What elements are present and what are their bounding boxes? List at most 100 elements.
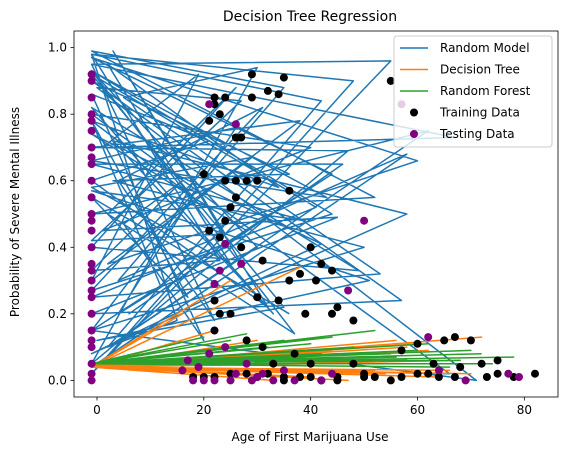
point-training-data [349,316,358,325]
legend-label-decision-tree: Decision Tree [440,63,520,77]
point-training-data [306,243,315,252]
point-training-data [210,326,219,335]
point-training-data [237,243,246,252]
point-training-data [424,369,433,378]
point-training-data [205,116,214,125]
point-training-data [434,373,443,381]
point-training-data [493,356,502,365]
point-testing-data [253,373,262,381]
legend: Random Model Decision Tree Random Forest Tr… [393,35,553,148]
point-testing-data [515,373,523,381]
point-training-data [226,309,235,318]
point-training-data [237,133,246,142]
y-tick-label: 0.0 [48,373,67,387]
point-testing-data [87,93,96,102]
point-training-data [413,339,422,348]
point-training-data [386,76,395,85]
point-training-data [279,73,288,82]
point-testing-data [87,243,96,252]
point-testing-data [87,326,96,335]
series-line-random-model [90,50,478,382]
point-testing-data [87,210,96,218]
point-training-data [493,369,502,378]
point-testing-data [87,143,96,152]
point-training-data [386,376,395,385]
point-training-data [215,110,224,119]
point-training-data [253,293,262,302]
point-testing-data [87,266,96,275]
y-tick-label: 0.8 [48,107,67,121]
point-testing-data [317,376,326,385]
point-testing-data [87,359,96,368]
point-testing-data [87,336,96,345]
point-training-data [370,373,379,381]
plot-area [87,50,539,385]
point-testing-data [87,153,96,162]
point-training-data [274,90,283,99]
point-training-data [242,369,251,378]
point-testing-data [87,286,96,295]
point-testing-data [87,259,96,268]
x-tick-label: 40 [303,403,318,417]
point-testing-data [87,116,96,125]
point-testing-data [231,369,240,378]
point-training-data [429,359,438,368]
point-training-data [328,309,336,318]
plot-frame [73,30,559,398]
point-training-data [279,376,288,385]
point-testing-data [205,349,214,358]
legend-box [393,35,553,148]
point-testing-data [87,176,96,185]
y-tick-label: 1.0 [48,41,67,55]
point-testing-data [328,369,336,378]
line-series-group [90,50,515,382]
point-training-data [450,373,459,381]
point-training-data [290,349,299,358]
legend-label-random-model: Random Model [440,41,530,55]
legend-label-random-forest: Random Forest [440,84,531,98]
y-tick-label: 0.6 [48,174,67,188]
point-training-data [306,373,315,381]
point-training-data [456,363,465,372]
point-training-data [397,346,406,355]
point-training-data [301,309,310,318]
point-training-data [285,276,294,285]
x-axis-ticks: 0 20 40 60 80 [93,397,532,417]
point-training-data [296,269,304,278]
point-testing-data [231,120,240,129]
point-training-data [349,359,358,368]
x-tick-label: 60 [410,403,425,417]
y-axis-ticks: 0.0 0.2 0.4 0.6 0.8 1.0 [48,41,74,387]
point-training-data [253,176,262,185]
x-tick-label: 80 [517,403,532,417]
point-training-data [466,336,475,345]
point-training-data [215,309,224,318]
y-axis-label: Probability of Severe Mental Illness [8,107,22,317]
point-testing-data [461,376,470,385]
point-training-data [205,226,214,235]
point-testing-data [189,376,198,385]
point-training-data [247,93,256,102]
point-testing-data [87,160,96,169]
point-training-data [269,359,278,368]
legend-swatch-training-data [410,108,418,117]
point-testing-data [360,216,369,225]
point-training-data [242,336,251,345]
point-training-data [199,170,208,179]
point-testing-data [87,293,96,302]
point-testing-data [87,309,96,318]
point-training-data [333,303,342,312]
point-training-data [531,369,539,378]
point-testing-data [424,333,433,342]
point-testing-data [194,363,203,372]
point-testing-data [504,369,513,378]
point-training-data [242,176,251,185]
point-training-data [450,333,459,342]
point-testing-data [87,126,96,135]
point-training-data [440,336,449,345]
point-training-data [210,296,219,305]
point-training-data [258,343,267,352]
point-testing-data [237,259,246,268]
legend-label-training-data: Training Data [439,106,520,120]
